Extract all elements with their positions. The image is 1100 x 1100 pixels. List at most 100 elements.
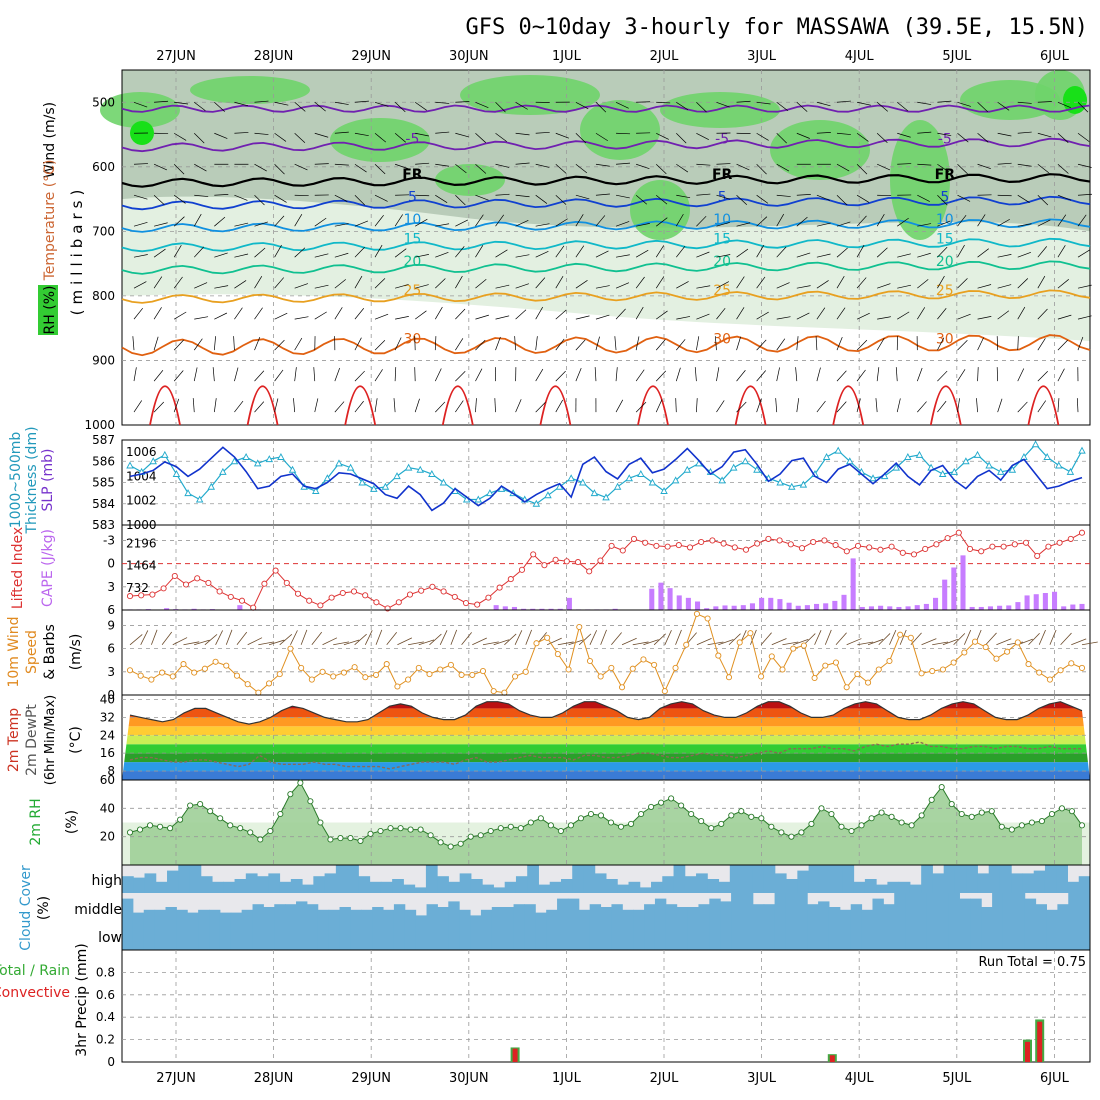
lifted-index-point	[967, 546, 972, 551]
rh2m-point	[919, 813, 924, 818]
cloud-cell	[1003, 893, 1014, 921]
lifted-index-point	[889, 544, 894, 549]
cloud-cell	[209, 921, 220, 950]
cloud-cell	[809, 865, 821, 893]
temp2m-label-4: (°C)	[68, 726, 84, 754]
cloud-cell	[992, 921, 1003, 950]
y-tick-label: 60	[100, 773, 115, 787]
cloud-cell	[651, 882, 663, 893]
cloud-cell	[340, 907, 351, 921]
wind10-label-2: Speed	[24, 630, 40, 674]
rh2m-point	[308, 799, 313, 804]
bottom-date-label: 30JUN	[449, 1071, 489, 1086]
cloud-cell	[981, 907, 992, 921]
rh2m-point	[889, 814, 894, 819]
cloud-cell	[862, 910, 873, 921]
cloud-cell	[818, 921, 829, 950]
cloud-cell	[482, 885, 494, 893]
lifted-index-point	[833, 542, 838, 547]
cloud-cell	[709, 921, 720, 950]
rh2m-point	[428, 833, 433, 838]
lifted-index-point	[788, 542, 793, 547]
rh2m-point	[378, 828, 383, 833]
cloud-cell	[144, 910, 155, 921]
y-tick-label: 9	[107, 618, 115, 632]
cloud-cell	[876, 885, 888, 893]
rh2m-point	[498, 826, 503, 831]
cloud-cell	[579, 910, 590, 921]
cape-label: CAPE (J/kg)	[40, 529, 56, 607]
cloud-cell	[383, 921, 394, 950]
cloud-cell	[381, 882, 393, 893]
cloud-cell	[546, 910, 557, 921]
cloud-cell	[949, 921, 960, 950]
cloud-cell	[796, 893, 807, 921]
wind10-speed-point	[748, 631, 753, 636]
cloud-cell	[122, 921, 133, 950]
y-tick-label: 40	[100, 692, 115, 706]
rh2m-point	[1009, 827, 1014, 832]
precip-label-3: 3hr Precip (mm)	[74, 943, 90, 1056]
lifted-index-point	[620, 548, 625, 553]
cloud-cell	[176, 921, 187, 950]
cloud-cell	[977, 873, 989, 893]
cloud-cell	[505, 882, 517, 893]
cloud-cell	[405, 910, 416, 921]
precip-convective-bar	[1037, 1022, 1042, 1062]
bottom-date-label: 6JUL	[1040, 1071, 1070, 1086]
cloud-cell	[601, 907, 612, 921]
rh2m-point	[648, 804, 653, 809]
rh2m-point	[548, 823, 553, 828]
temperature-contour-label: 25	[713, 283, 731, 299]
cloud-cell	[187, 921, 198, 950]
cloud-cell	[696, 873, 708, 893]
rh2m-point	[238, 826, 243, 831]
lifted-index-point	[161, 586, 166, 591]
y-tick-label: 0	[107, 557, 115, 571]
y-tick-label: 6	[107, 642, 115, 656]
cloud-cell	[155, 910, 166, 921]
lifted-index-point	[262, 581, 267, 586]
cloud-cell	[1068, 921, 1079, 950]
rh2m-point	[989, 809, 994, 814]
cape-bar	[841, 595, 846, 610]
cape-bar	[741, 605, 746, 610]
wind10-speed-point	[887, 658, 892, 663]
rh2m-point	[438, 840, 443, 845]
precip-convective-bar	[513, 1049, 518, 1062]
wind10-speed-point	[159, 670, 164, 675]
lifted-index-point	[699, 539, 704, 544]
wind10-speed-point	[416, 665, 421, 670]
rh2m-point	[909, 823, 914, 828]
wind10-speed-point	[1026, 661, 1031, 666]
rh2m-point	[348, 835, 353, 840]
wind10-speed-point	[833, 660, 838, 665]
cloud-cell	[720, 901, 731, 921]
lifted-index-point	[956, 530, 961, 535]
cape-bar	[668, 588, 673, 610]
lifted-index-point	[979, 549, 984, 554]
cloud-cell	[1011, 873, 1023, 893]
rh2m-point	[528, 820, 533, 825]
cloud-cell	[949, 893, 960, 921]
cape-bar	[796, 606, 801, 610]
rh2m-point	[358, 838, 363, 843]
cape-bar	[237, 605, 242, 610]
cloud-cell	[840, 921, 851, 950]
wind10-speed-point	[930, 668, 935, 673]
top-date-label: 2JUL	[650, 49, 680, 64]
cloud-cell	[1079, 876, 1091, 893]
rh2m-point	[899, 820, 904, 825]
wind10-speed-point	[994, 656, 999, 661]
wind10-speed-point	[266, 681, 271, 686]
rh2m-point	[318, 820, 323, 825]
cape-bar	[960, 555, 965, 610]
cloud-cell	[640, 887, 652, 893]
rh2m-label-2: (%)	[64, 810, 80, 834]
cloud-cell	[633, 910, 644, 921]
cloud-cell	[677, 921, 688, 950]
cloud-cell	[872, 899, 883, 921]
temp-band	[122, 771, 1090, 780]
cloud-cell	[1014, 893, 1025, 921]
wind10-speed-point	[491, 689, 496, 694]
